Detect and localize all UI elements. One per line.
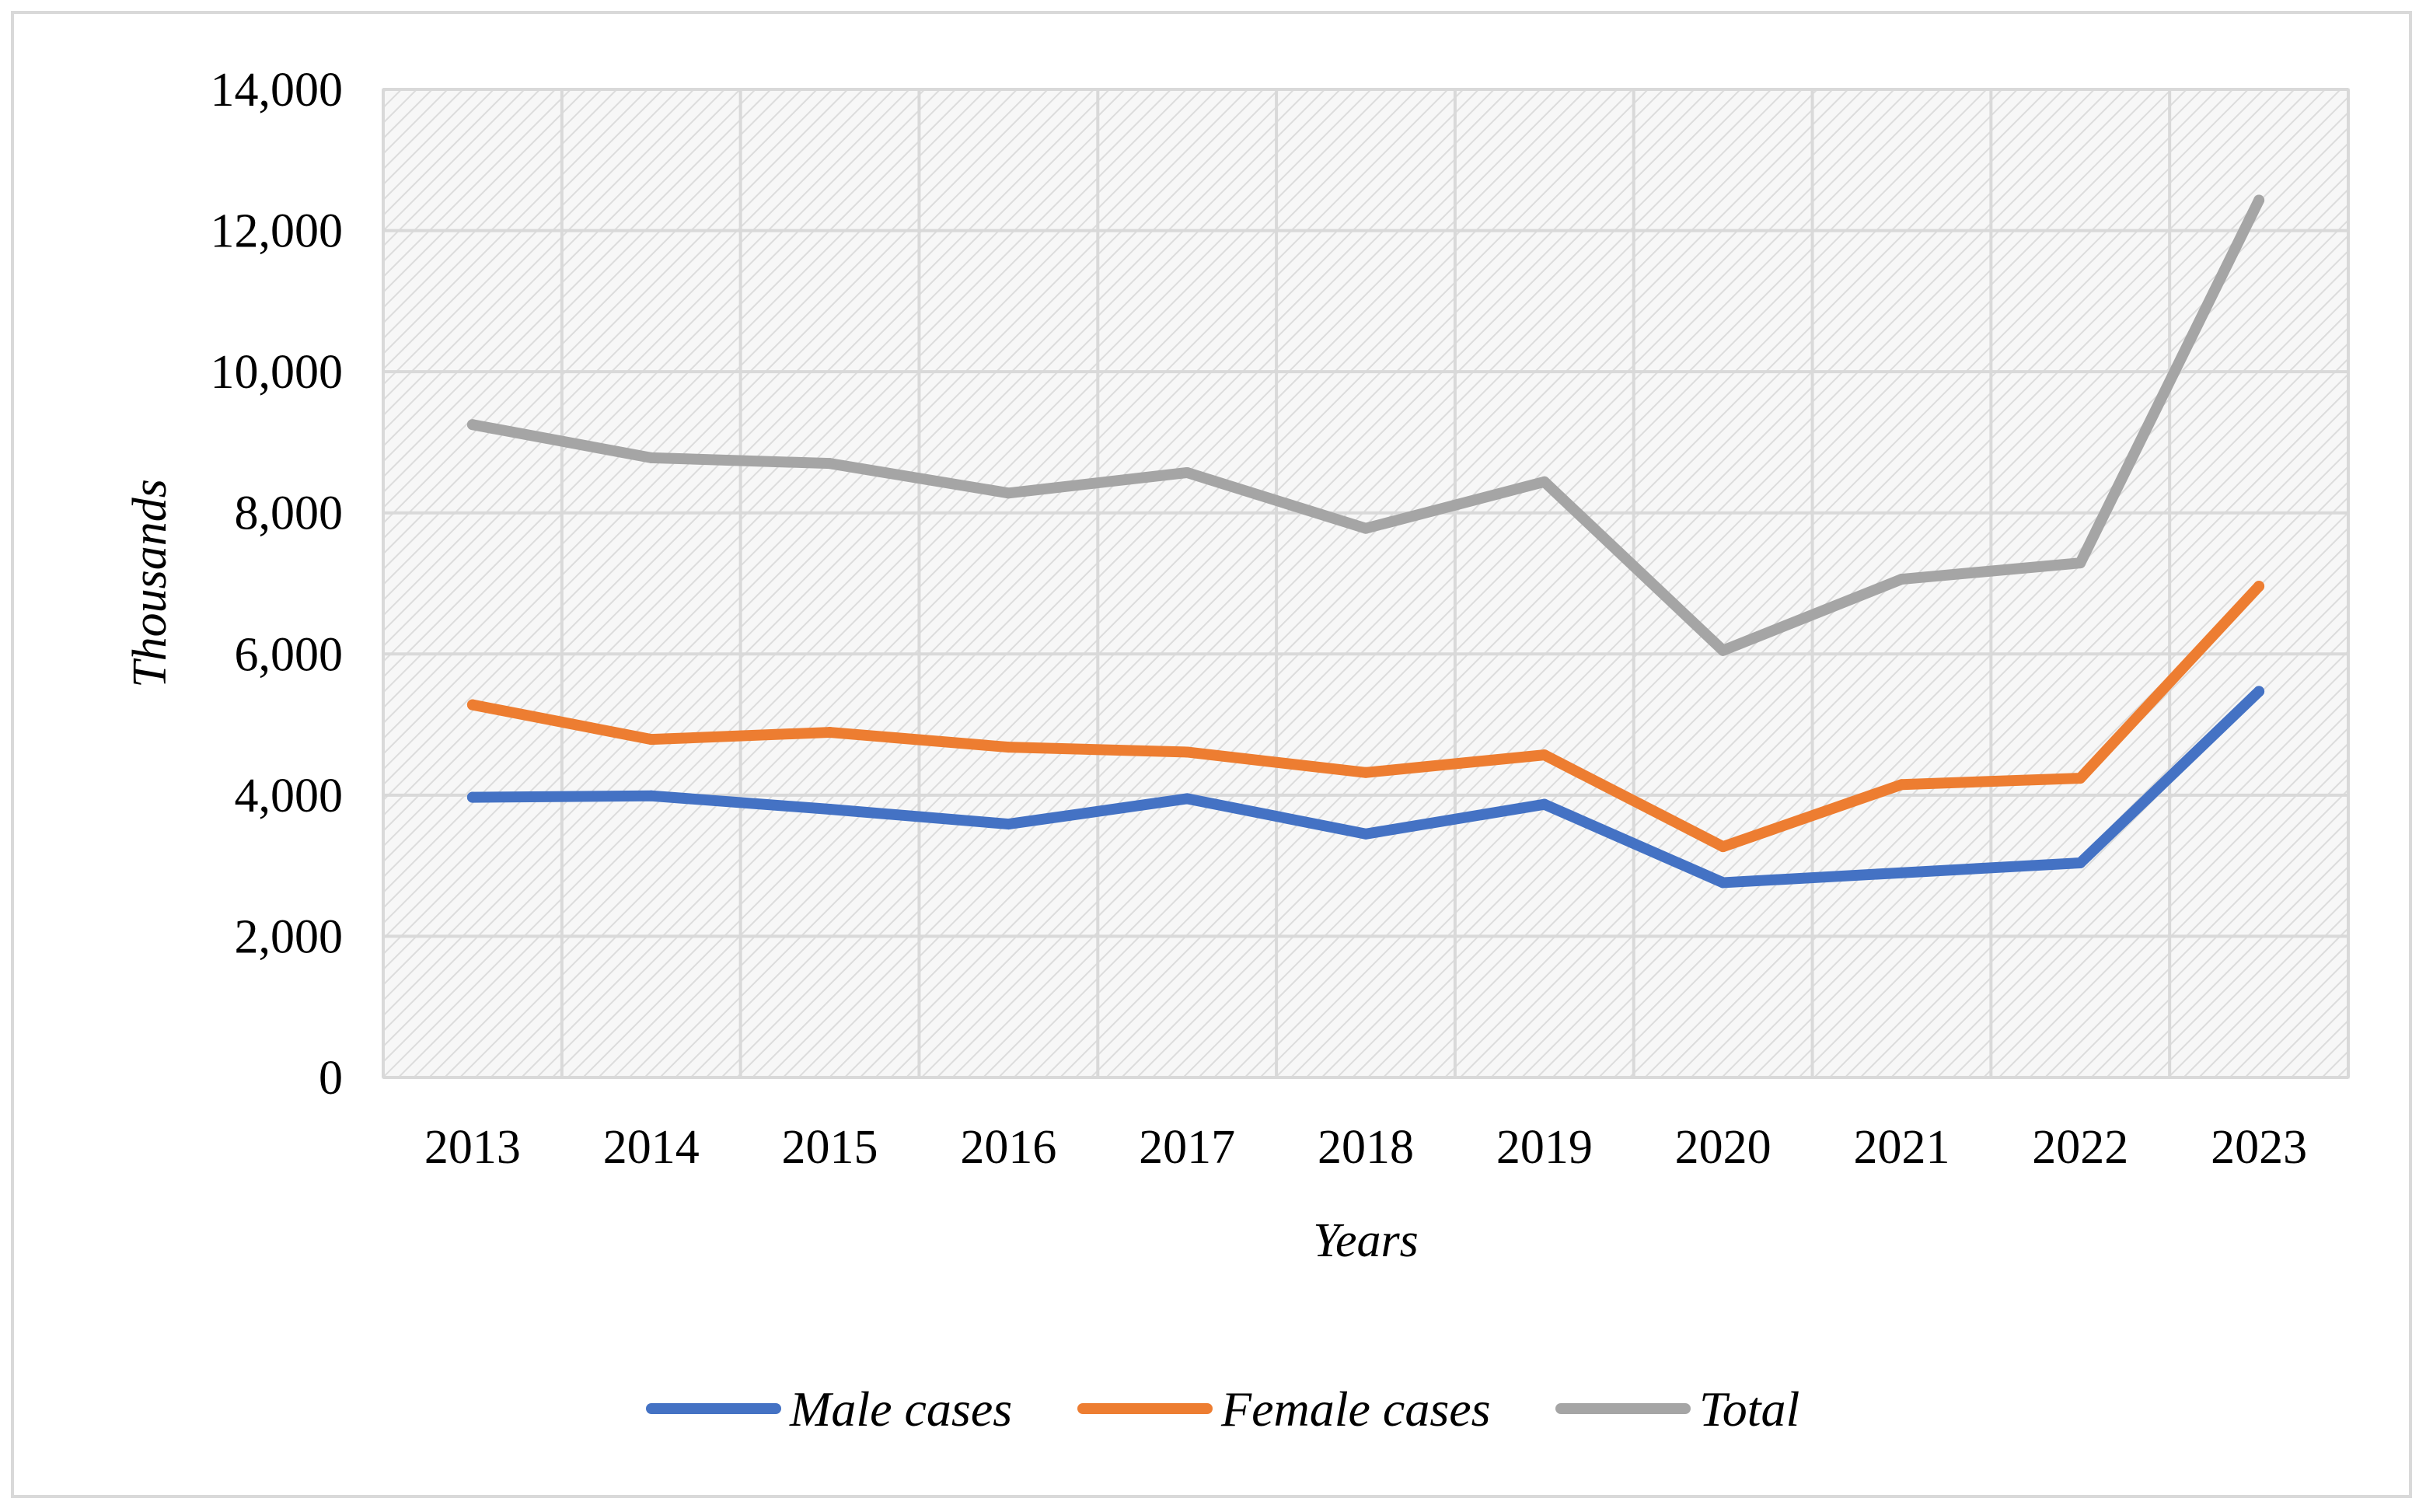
x-tick-label: 2018 xyxy=(1318,1121,1414,1174)
data-point xyxy=(1003,487,1014,499)
x-axis-title: Years xyxy=(1313,1214,1419,1267)
y-tick-label: 12,000 xyxy=(211,205,344,258)
gridlines xyxy=(382,88,2350,1079)
plot-area xyxy=(382,88,2350,1079)
y-axis: 0 2,000 4,000 6,000 8,000 10,000 12,000 14,000 xyxy=(211,64,344,1105)
legend-item: Male cases xyxy=(646,1381,1012,1437)
y-tick-label: 4,000 xyxy=(235,770,344,822)
legend-label: Total xyxy=(1699,1381,1799,1437)
legend-label: Female cases xyxy=(1220,1381,1491,1437)
line-chart: 02,0004,0006,0008,00010,00012,00014,000 … xyxy=(124,64,2350,1437)
data-point xyxy=(2075,773,2086,784)
data-point xyxy=(1538,798,1550,810)
data-point xyxy=(645,452,657,463)
data-point xyxy=(1896,867,1908,878)
data-point xyxy=(466,699,478,711)
x-tick-label: 2014 xyxy=(603,1121,700,1174)
x-tick-label: 2019 xyxy=(1496,1121,1593,1174)
y-tick-label: 10,000 xyxy=(211,346,344,399)
data-point xyxy=(824,458,836,470)
legend: Male cases Female cases Total xyxy=(646,1381,1799,1437)
x-tick-label: 2023 xyxy=(2211,1121,2307,1174)
data-point xyxy=(645,734,657,746)
x-tick-label: 2013 xyxy=(424,1121,521,1174)
legend-item: Female cases xyxy=(1077,1381,1491,1437)
legend-label: Male cases xyxy=(789,1381,1012,1437)
data-point xyxy=(824,804,836,815)
y-tick-label: 6,000 xyxy=(235,628,344,681)
data-point xyxy=(1360,766,1371,778)
data-point xyxy=(2253,581,2265,592)
y-tick-label: 2,000 xyxy=(235,910,344,963)
x-tick-label: 2020 xyxy=(1675,1121,1772,1174)
data-point xyxy=(1896,779,1908,791)
x-tick-label: 2021 xyxy=(1853,1121,1950,1174)
data-point xyxy=(2075,857,2086,869)
y-axis-title: Thousands xyxy=(124,479,176,688)
data-point xyxy=(1360,828,1371,840)
data-point xyxy=(1182,746,1193,758)
data-point xyxy=(1182,793,1193,805)
data-point xyxy=(1896,574,1908,585)
data-point xyxy=(1182,466,1193,478)
y-tick-label: 14,000 xyxy=(211,64,344,117)
y-tick-label: 0 xyxy=(319,1052,343,1105)
data-point xyxy=(2253,686,2265,697)
data-point xyxy=(1538,476,1550,487)
data-point xyxy=(1003,819,1014,830)
data-point xyxy=(824,727,836,739)
data-point xyxy=(1717,841,1729,853)
x-tick-label: 2015 xyxy=(782,1121,878,1174)
chart-container: 0 2,000 4,000 6,000 8,000 10,000 12,000 14,000 … xyxy=(11,11,2412,1498)
x-tick-label: 2016 xyxy=(960,1121,1056,1174)
data-point xyxy=(1717,877,1729,889)
x-axis: 2013 2014 2015 2016 2017 2018 2019 2020 2021 2022… xyxy=(424,1121,2307,1174)
data-point xyxy=(1360,522,1371,534)
x-tick-label: 2017 xyxy=(1139,1121,1235,1174)
data-point xyxy=(466,419,478,431)
legend-item: Total xyxy=(1555,1381,1799,1437)
data-point xyxy=(1538,749,1550,761)
series-lines xyxy=(466,194,2265,889)
data-point xyxy=(1717,644,1729,656)
data-point xyxy=(645,790,657,801)
data-point xyxy=(2253,194,2265,206)
data-point xyxy=(466,791,478,803)
data-point xyxy=(2075,557,2086,569)
x-tick-label: 2022 xyxy=(2032,1121,2128,1174)
y-tick-label: 8,000 xyxy=(235,487,344,540)
data-point xyxy=(1003,742,1014,753)
